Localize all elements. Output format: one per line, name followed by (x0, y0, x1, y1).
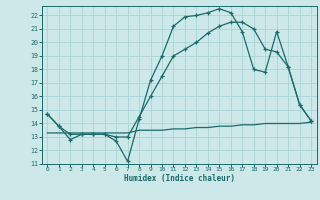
X-axis label: Humidex (Indice chaleur): Humidex (Indice chaleur) (124, 174, 235, 183)
